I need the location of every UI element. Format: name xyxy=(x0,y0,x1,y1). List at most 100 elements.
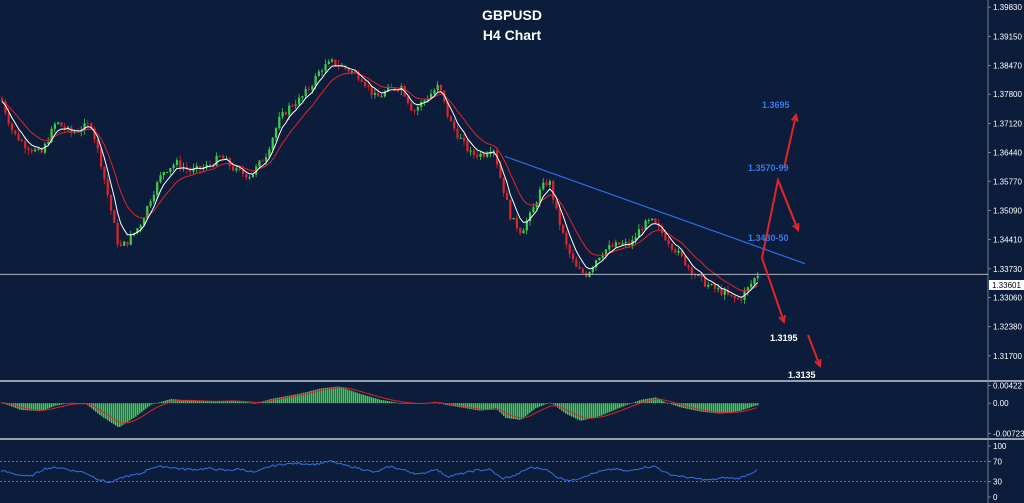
macd-bar xyxy=(99,403,101,415)
candle-body xyxy=(258,160,261,167)
macd-bar xyxy=(701,403,703,412)
candle-body xyxy=(690,267,693,275)
macd-bar xyxy=(233,400,235,404)
macd-bar xyxy=(303,392,305,404)
macd-bar xyxy=(63,403,65,405)
candle-body xyxy=(43,143,47,153)
macd-bar xyxy=(499,403,501,413)
target-arrows xyxy=(761,112,822,369)
macd-bar xyxy=(745,403,747,410)
candle-body xyxy=(562,225,565,233)
macd-bar xyxy=(207,401,209,404)
macd-bar xyxy=(245,402,247,404)
candle-body xyxy=(17,133,20,141)
macd-bar xyxy=(627,403,629,405)
macd-bar xyxy=(249,402,251,404)
candle-body xyxy=(139,225,142,229)
macd-bar xyxy=(591,403,593,419)
macd-bar xyxy=(377,398,379,404)
macd-bar xyxy=(3,403,5,404)
candle-body xyxy=(647,219,650,221)
candle-body xyxy=(304,89,307,97)
candle-body xyxy=(624,242,627,244)
macd-bar xyxy=(717,403,719,414)
macd-signal-line xyxy=(0,386,758,424)
macd-bar xyxy=(585,403,587,420)
candle-body xyxy=(730,294,733,297)
macd-bar xyxy=(151,403,153,405)
macd-bar xyxy=(603,403,605,415)
macd-bar xyxy=(575,403,577,419)
candle-body xyxy=(179,160,182,169)
candle-body xyxy=(651,218,654,220)
macd-bar xyxy=(661,400,663,404)
macd-bar xyxy=(599,403,601,417)
macd-bar xyxy=(143,403,145,411)
candle-body xyxy=(423,100,426,103)
candle-body xyxy=(502,177,505,193)
macd-bar xyxy=(337,386,339,404)
macd-bar xyxy=(395,402,397,404)
macd-bar xyxy=(127,403,129,422)
candle-body xyxy=(505,192,509,200)
macd-bar xyxy=(211,401,213,404)
candle-body xyxy=(169,168,172,172)
macd-bar xyxy=(69,402,71,404)
candle-body xyxy=(14,130,17,134)
macd-bar xyxy=(497,403,499,411)
macd-bar xyxy=(181,399,183,404)
macd-bar xyxy=(491,403,493,409)
macd-bar xyxy=(65,403,67,404)
macd-bar xyxy=(521,403,523,420)
macd-bar xyxy=(567,403,569,415)
macd-bar xyxy=(157,402,159,404)
macd-bar xyxy=(111,403,113,424)
macd-bar xyxy=(651,397,653,404)
macd-bar xyxy=(501,403,503,415)
macd-bar xyxy=(41,403,43,411)
candle-body xyxy=(496,150,499,165)
price-tick-label: 1.37120 xyxy=(993,119,1022,128)
candle-body xyxy=(472,150,476,155)
candle-body xyxy=(208,164,212,166)
macd-bar xyxy=(401,403,403,404)
candle-body xyxy=(129,235,132,245)
candle-body xyxy=(364,81,367,86)
target-label-4: 1.3195 xyxy=(770,333,798,343)
macd-bar xyxy=(363,394,365,404)
macd-bar xyxy=(535,403,537,409)
rsi-panel: 100 70 30 0 xyxy=(0,442,1007,502)
macd-bar xyxy=(687,403,689,409)
macd-tick-label: 0.00 xyxy=(993,399,1009,408)
macd-bar xyxy=(643,399,645,404)
candle-body xyxy=(334,59,337,66)
current-price-box xyxy=(989,280,1024,290)
candle-body xyxy=(430,93,433,99)
candle-body xyxy=(509,199,512,220)
macd-bar xyxy=(49,403,51,408)
macd-bar xyxy=(389,401,391,404)
candle-body xyxy=(199,166,202,170)
arrow-down-first-head xyxy=(778,314,786,325)
candle-body xyxy=(456,128,459,139)
macd-bar xyxy=(549,402,551,404)
rsi-tick-label: 30 xyxy=(993,478,1002,487)
candle-body xyxy=(377,93,380,97)
macd-bar xyxy=(315,389,317,404)
macd-bar xyxy=(319,388,321,404)
macd-bar xyxy=(519,403,521,420)
macd-bar xyxy=(277,397,279,404)
macd-bar xyxy=(225,400,227,404)
candle-body xyxy=(661,226,664,233)
candle-body xyxy=(555,199,558,209)
macd-bar xyxy=(513,403,515,420)
candle-body xyxy=(373,93,377,95)
macd-bar xyxy=(289,395,291,404)
macd-bar xyxy=(461,403,463,408)
candle-body xyxy=(436,84,439,91)
macd-bar xyxy=(149,403,151,406)
macd-bar xyxy=(103,403,105,418)
candle-body xyxy=(7,112,10,124)
macd-bar xyxy=(339,386,341,404)
